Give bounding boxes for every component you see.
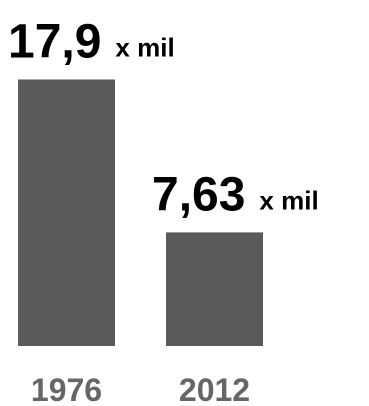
unit-label-2012: x mil [259,185,318,215]
tick-label-1976: 1976 [31,372,102,406]
data-label-1976: 17,9 [8,15,101,68]
tick-label-2012: 2012 [179,372,250,406]
unit-label-1976: x mil [115,32,174,62]
data-label-2012: 7,63 [152,168,245,221]
bar-1976 [18,79,115,346]
bar-2012 [166,232,263,346]
